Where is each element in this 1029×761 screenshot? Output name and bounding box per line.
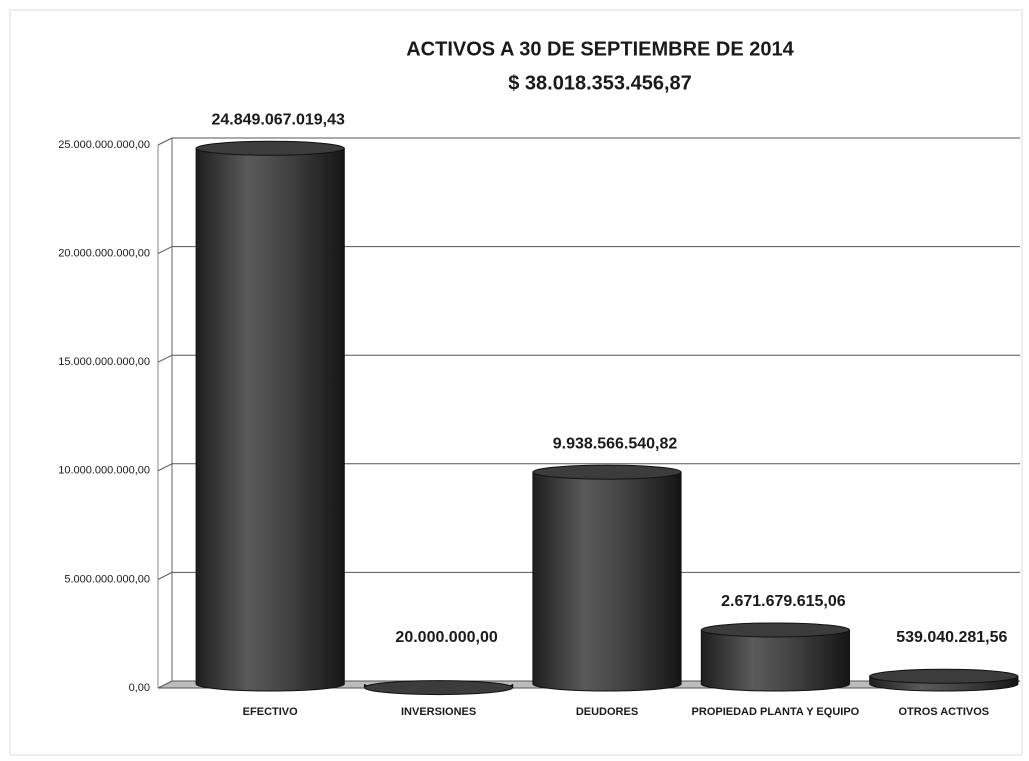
y-tick-label: 25.000.000.000,00 (58, 139, 150, 151)
bar-body (532, 471, 682, 692)
bar-top (532, 464, 682, 480)
value-label: 9.938.566.540,82 (553, 435, 678, 452)
bar (364, 680, 514, 696)
x-tick-label: INVERSIONES (401, 706, 477, 718)
chart-title: ACTIVOS A 30 DE SEPTIEMBRE DE 2014 (406, 38, 794, 60)
value-label: 2.671.679.615,06 (721, 593, 846, 610)
value-label: 539.040.281,56 (896, 629, 1007, 646)
chart-subtitle: $ 38.018.353.456,87 (508, 72, 692, 94)
y-tick-label: 10.000.000.000,00 (58, 465, 150, 477)
x-tick-label: EFECTIVO (242, 706, 298, 718)
bar (195, 140, 345, 692)
x-tick-label: PROPIEDAD PLANTA Y EQUIPO (691, 706, 860, 718)
chart-border (9, 9, 1023, 756)
y-tick-label: 15.000.000.000,00 (58, 356, 150, 368)
bar (869, 668, 1019, 692)
x-tick-label: DEUDORES (575, 706, 639, 718)
grid-line (157, 137, 1020, 146)
bar-body (700, 629, 850, 692)
bar-top (195, 140, 345, 156)
x-tick-label: OTROS ACTIVOS (898, 706, 990, 718)
grid-line (157, 246, 1020, 255)
value-label: 20.000.000,00 (395, 629, 497, 646)
grid-line (157, 354, 1020, 363)
value-label: 24.849.067.019,43 (211, 111, 345, 128)
y-tick-label: 5.000.000.000,00 (64, 573, 150, 585)
bar-top (700, 622, 850, 638)
grid-line (157, 571, 1020, 580)
bar-top (364, 680, 514, 696)
grid-line (157, 463, 1020, 472)
bar-top (869, 668, 1019, 684)
y-tick-label: 20.000.000.000,00 (58, 248, 150, 260)
bar (532, 464, 682, 692)
bar-body (195, 147, 345, 692)
y-tick-label: 0,00 (129, 682, 150, 694)
bar (700, 622, 850, 692)
